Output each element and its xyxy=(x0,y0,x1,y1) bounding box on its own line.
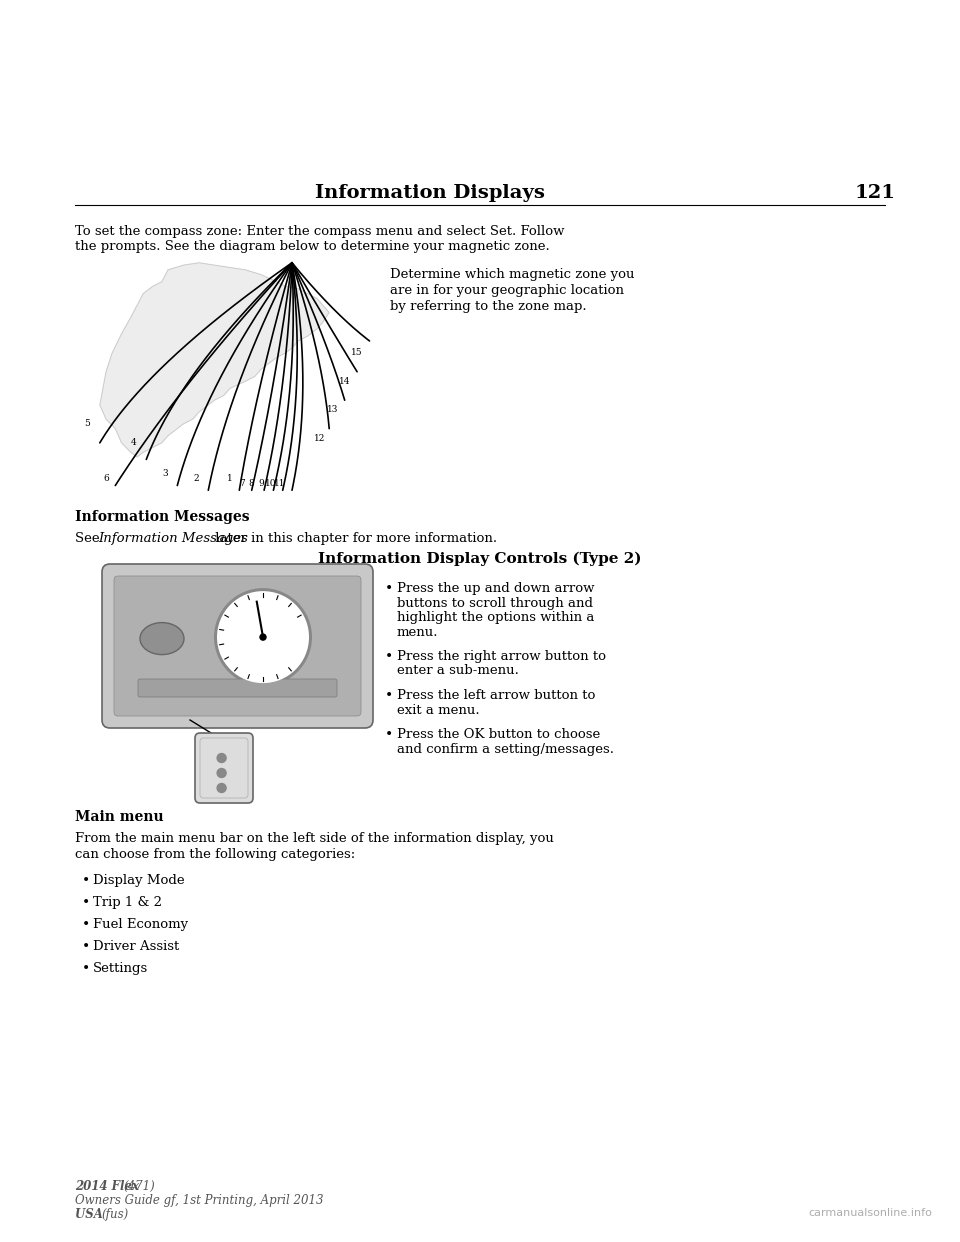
Circle shape xyxy=(214,589,312,686)
Ellipse shape xyxy=(140,622,184,655)
Text: 10: 10 xyxy=(265,478,276,488)
Text: 13: 13 xyxy=(326,405,338,414)
Text: From the main menu bar on the left side of the information display, you: From the main menu bar on the left side … xyxy=(75,832,554,845)
Text: Fuel Economy: Fuel Economy xyxy=(93,918,188,932)
Text: 7: 7 xyxy=(240,478,245,488)
Text: later in this chapter for more information.: later in this chapter for more informati… xyxy=(211,532,497,545)
Text: •: • xyxy=(385,650,394,664)
Text: buttons to scroll through and: buttons to scroll through and xyxy=(397,596,593,610)
Text: 6: 6 xyxy=(103,474,108,483)
Text: 8: 8 xyxy=(249,478,254,488)
Text: •: • xyxy=(385,689,394,703)
Text: can choose from the following categories:: can choose from the following categories… xyxy=(75,848,355,861)
Text: carmanualsonline.info: carmanualsonline.info xyxy=(808,1208,932,1218)
FancyBboxPatch shape xyxy=(195,733,253,804)
Text: by referring to the zone map.: by referring to the zone map. xyxy=(390,301,587,313)
Circle shape xyxy=(217,769,227,777)
Text: 15: 15 xyxy=(351,348,363,358)
Text: Trip 1 & 2: Trip 1 & 2 xyxy=(93,895,162,909)
Text: highlight the options within a: highlight the options within a xyxy=(397,611,594,623)
Text: Press the up and down arrow: Press the up and down arrow xyxy=(397,582,594,595)
Text: •: • xyxy=(385,582,394,596)
Text: (fus): (fus) xyxy=(101,1208,129,1221)
Text: menu.: menu. xyxy=(397,626,439,638)
Text: See: See xyxy=(75,532,104,545)
Text: Settings: Settings xyxy=(93,963,148,975)
Circle shape xyxy=(217,754,227,763)
Text: are in for your geographic location: are in for your geographic location xyxy=(390,284,624,297)
Polygon shape xyxy=(100,263,329,457)
Text: Information Displays: Information Displays xyxy=(315,184,545,202)
FancyBboxPatch shape xyxy=(114,576,361,715)
Text: 5: 5 xyxy=(84,420,90,428)
Text: 2: 2 xyxy=(193,474,199,483)
Text: 12: 12 xyxy=(314,433,325,442)
Text: 121: 121 xyxy=(854,184,896,202)
Text: •: • xyxy=(385,728,394,741)
Text: Display Mode: Display Mode xyxy=(93,874,184,887)
Text: •: • xyxy=(82,940,90,954)
Text: Driver Assist: Driver Assist xyxy=(93,940,180,953)
Text: •: • xyxy=(82,874,90,888)
FancyBboxPatch shape xyxy=(138,679,337,697)
Circle shape xyxy=(260,635,266,640)
Text: 1: 1 xyxy=(228,474,233,483)
Text: 4: 4 xyxy=(131,438,136,447)
Text: Press the right arrow button to: Press the right arrow button to xyxy=(397,650,606,663)
Text: Main menu: Main menu xyxy=(75,810,163,823)
Text: Information Messages: Information Messages xyxy=(98,532,248,545)
Text: Owners Guide gf, 1st Printing, April 2013: Owners Guide gf, 1st Printing, April 201… xyxy=(75,1194,324,1207)
Text: 9: 9 xyxy=(258,478,264,488)
Text: Information Display Controls (Type 2): Information Display Controls (Type 2) xyxy=(319,551,641,566)
Text: exit a menu.: exit a menu. xyxy=(397,703,480,717)
Text: Determine which magnetic zone you: Determine which magnetic zone you xyxy=(390,268,635,281)
Text: 11: 11 xyxy=(274,478,285,488)
Text: •: • xyxy=(82,895,90,910)
Text: To set the compass zone: Enter the compass menu and select Set. Follow: To set the compass zone: Enter the compa… xyxy=(75,225,564,238)
Text: 3: 3 xyxy=(162,469,168,478)
FancyBboxPatch shape xyxy=(102,564,373,728)
Text: •: • xyxy=(82,918,90,932)
Text: USA: USA xyxy=(75,1208,107,1221)
Text: and confirm a setting/messages.: and confirm a setting/messages. xyxy=(397,743,614,755)
Text: Information Messages: Information Messages xyxy=(75,510,250,524)
Text: the prompts. See the diagram below to determine your magnetic zone.: the prompts. See the diagram below to de… xyxy=(75,240,550,253)
Text: Press the OK button to choose: Press the OK button to choose xyxy=(397,728,600,741)
Circle shape xyxy=(217,591,309,683)
Text: •: • xyxy=(82,963,90,976)
Circle shape xyxy=(217,784,227,792)
Text: enter a sub-menu.: enter a sub-menu. xyxy=(397,664,518,677)
Text: 14: 14 xyxy=(339,376,350,386)
Text: 2014 Flex: 2014 Flex xyxy=(75,1180,143,1194)
Text: Press the left arrow button to: Press the left arrow button to xyxy=(397,689,595,702)
Text: (471): (471) xyxy=(123,1180,155,1194)
